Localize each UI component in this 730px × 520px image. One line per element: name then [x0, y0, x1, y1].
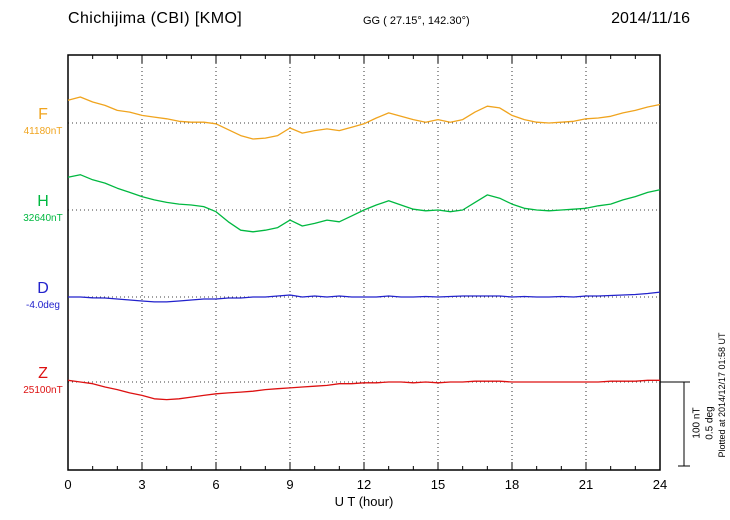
x-tick-label: 3 — [138, 477, 145, 492]
series-name-D: D — [37, 280, 49, 297]
x-tick-label: 24 — [653, 477, 667, 492]
x-axis-label: U T (hour) — [334, 494, 394, 509]
scale-bar-nt-label: 100 nT — [691, 407, 703, 439]
series-label-H: H 32640nT — [13, 193, 73, 225]
series-label-F: F 41180nT — [13, 106, 73, 138]
series-name-Z: Z — [38, 365, 48, 382]
series-baseline-H: 32640nT — [23, 213, 63, 225]
trace-Z — [67, 379, 660, 401]
x-tick-label: 6 — [212, 477, 219, 492]
geographic-coordinates: GG ( 27.15°, 142.30°) — [363, 15, 470, 27]
series-name-H: H — [37, 193, 49, 210]
trace-F — [67, 96, 661, 140]
plot-date: 2014/11/16 — [611, 10, 690, 27]
trace-H — [67, 174, 661, 233]
station-title: Chichijima (CBI) [KMO] — [68, 10, 243, 27]
x-tick-label: 21 — [579, 477, 593, 492]
series-baseline-D: -4.0deg — [26, 300, 60, 312]
series-name-F: F — [38, 106, 48, 123]
series-label-Z: Z 25100nT — [13, 365, 73, 397]
series-baseline-F: 41180nT — [23, 126, 63, 138]
x-tick-label: 18 — [505, 477, 519, 492]
series-baseline-Z: 25100nT — [23, 385, 63, 397]
x-tick-label: 12 — [357, 477, 371, 492]
x-tick-label: 9 — [286, 477, 293, 492]
trace-D — [68, 291, 661, 303]
x-tick-label: 0 — [64, 477, 71, 492]
series-label-D: D -4.0deg — [13, 280, 73, 312]
x-tick-label: 15 — [431, 477, 445, 492]
scale-bar-deg-label: 0.5 deg — [704, 406, 715, 440]
